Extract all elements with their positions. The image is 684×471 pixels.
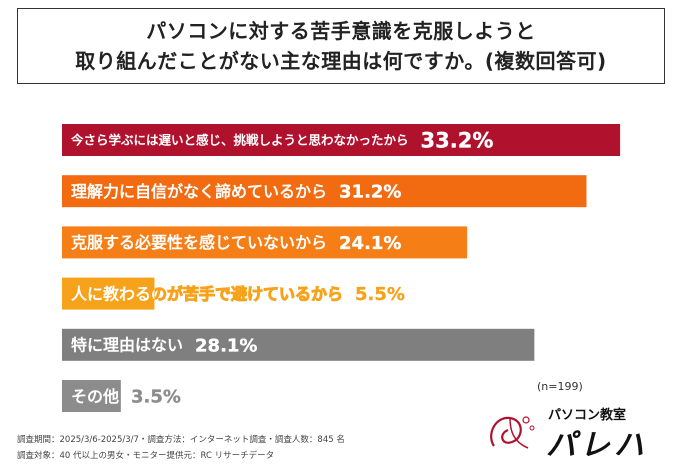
category-label-4: 人に教わるのが苦手で避けているから — [71, 284, 343, 303]
value-label-6-overflow: 3.5% — [131, 386, 181, 407]
value-label-2: 31.2% — [339, 182, 401, 203]
value-label-4: 5.5% — [355, 284, 405, 305]
chart-title-line-2: 取り組んだことがない主な理由は何ですか。(複数回答可) — [75, 49, 607, 73]
bar-4 — [62, 277, 155, 310]
value-label-6: 3.5% — [131, 386, 181, 407]
category-label-4-overflow: 人に教わるのが苦手で避けているから — [71, 284, 343, 303]
value-label-4-overflow: 5.5% — [355, 284, 405, 305]
brand-logo: パソコン教室 パレハ — [480, 398, 670, 463]
logo-main-text: パレハ — [546, 428, 648, 463]
logo-emblem-icon — [490, 416, 535, 449]
sample-size-note: (n=199) — [537, 380, 583, 393]
value-label-3: 24.1% — [339, 233, 401, 254]
survey-footnote-1: 調査期間：2025/3/6-2025/3/7・調査方法：インターネット調査・調査… — [17, 435, 345, 445]
bar-2 — [62, 175, 587, 208]
value-label-5: 28.1% — [195, 335, 257, 356]
survey-footnote-2: 調査対象：40 代以上の男女・モニター提供元：RC リサーチデータ — [17, 451, 275, 461]
logo-small-text: パソコン教室 — [548, 408, 627, 423]
category-label-1: 今さら学ぶには遅いと感じ、挑戦しようと思わなかったから — [70, 133, 409, 148]
value-label-1: 33.2% — [421, 129, 494, 153]
category-label-6: その他 — [71, 387, 119, 406]
chart-title-line-1: パソコンに対する苦手意識を克服しようと — [146, 19, 536, 43]
bar-1 — [62, 124, 621, 156]
bar-3 — [62, 226, 468, 259]
bar-6 — [62, 380, 121, 412]
bar-chart: 今さら学ぶには遅いと感じ、挑戦しようと思わなかったから33.2%今さら学ぶには遅… — [62, 124, 621, 412]
category-label-3: 克服する必要性を感じていないから — [71, 233, 327, 252]
category-label-2: 理解力に自信がなく諦めているから — [71, 182, 327, 201]
bar-5 — [62, 328, 535, 361]
category-label-5: 特に理由はない — [71, 336, 183, 355]
title-box: パソコンに対する苦手意識を克服しようと 取り組んだことがない主な理由は何ですか。… — [17, 8, 665, 84]
